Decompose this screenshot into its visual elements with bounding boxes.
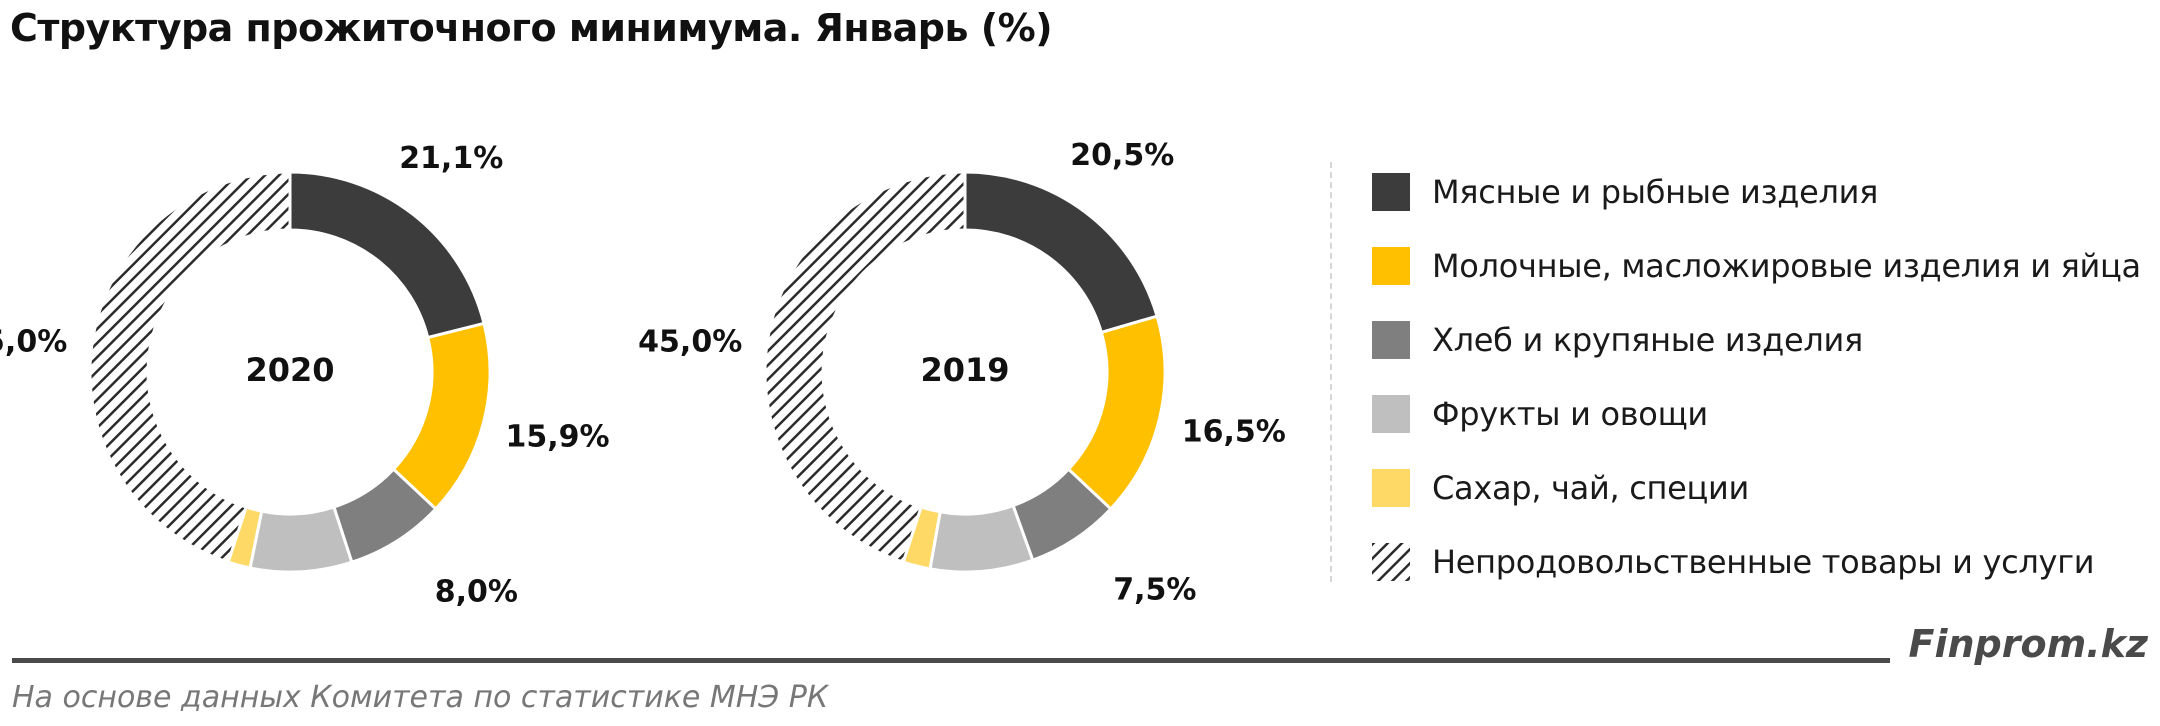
data-label-2020-bread: 8,0% [435,575,518,610]
donut-center-label-2019: 2019 [920,351,1009,389]
chart-title: Структура прожиточного минимума. Январь … [10,6,1053,50]
legend-item-meat: Мясные и рыбные изделия [1372,172,1878,212]
donut-charts: 21,1%15,9%8,0%8,2%1,8%45,0%2020 20,5%16,… [0,138,1286,620]
donut-2020: 21,1%15,9%8,0%8,2%1,8%45,0%2020 [0,141,610,620]
slice-2020-nonfood [88,170,292,565]
data-label-2019-nonfood: 45,0% [638,325,742,360]
legend-swatch-meat [1372,173,1410,211]
data-label-2019-dairy: 16,5% [1182,415,1286,450]
slice-2020-meat [288,170,486,340]
source-note: На основе данных Комитета по статистике … [12,680,829,715]
legend-item-dairy: Молочные, масложировые изделия и яйца [1372,246,2141,286]
slice-2019-meat [963,170,1159,335]
data-label-2020-nonfood: 45,0% [0,325,67,360]
legend-swatch-bread [1372,321,1410,359]
legend-label-dairy: Молочные, масложировые изделия и яйца [1432,247,2141,285]
data-label-2020-dairy: 15,9% [506,419,610,454]
legend-label-fruits: Фрукты и овощи [1432,395,1708,433]
data-label-2020-sugar: 1,8% [236,619,319,620]
legend-label-meat: Мясные и рыбные изделия [1432,173,1879,211]
legend-label-sugar: Сахар, чай, специи [1432,469,1749,507]
slice-2019-dairy [1066,314,1167,512]
legend-item-sugar: Сахар, чай, специи [1372,468,1749,508]
brand-logo-text[interactable]: Finprom.kz [1908,622,2148,666]
legend-swatch-sugar [1372,469,1410,507]
data-label-2019-bread: 7,5% [1113,572,1196,607]
legend-item-fruits: Фрукты и овощи [1372,394,1708,434]
legend: Мясные и рыбные изделия Молочные, маслож… [1330,162,2152,582]
legend-label-bread: Хлеб и крупяные изделия [1432,321,1863,359]
legend-swatch-fruits [1372,395,1410,433]
legend-swatch-dairy [1372,247,1410,285]
data-label-2019-meat: 20,5% [1070,138,1174,173]
slice-2020-fruits [248,505,354,574]
legend-item-nonfood: Непродовольственные товары и услуги [1372,542,2095,582]
donut-2019: 20,5%16,5%7,5%8,3%2,2%45,0%2019 [638,138,1286,620]
legend-label-nonfood: Непродовольственные товары и услуги [1432,543,2095,581]
footer-divider [12,658,1890,663]
legend-item-bread: Хлеб и крупяные изделия [1372,320,1863,360]
slice-2019-fruits [928,503,1035,574]
donut-center-label-2020: 2020 [245,351,334,389]
legend-swatch-nonfood [1372,543,1410,581]
data-label-2020-meat: 21,1% [399,141,503,176]
slice-2019-nonfood [763,170,967,565]
